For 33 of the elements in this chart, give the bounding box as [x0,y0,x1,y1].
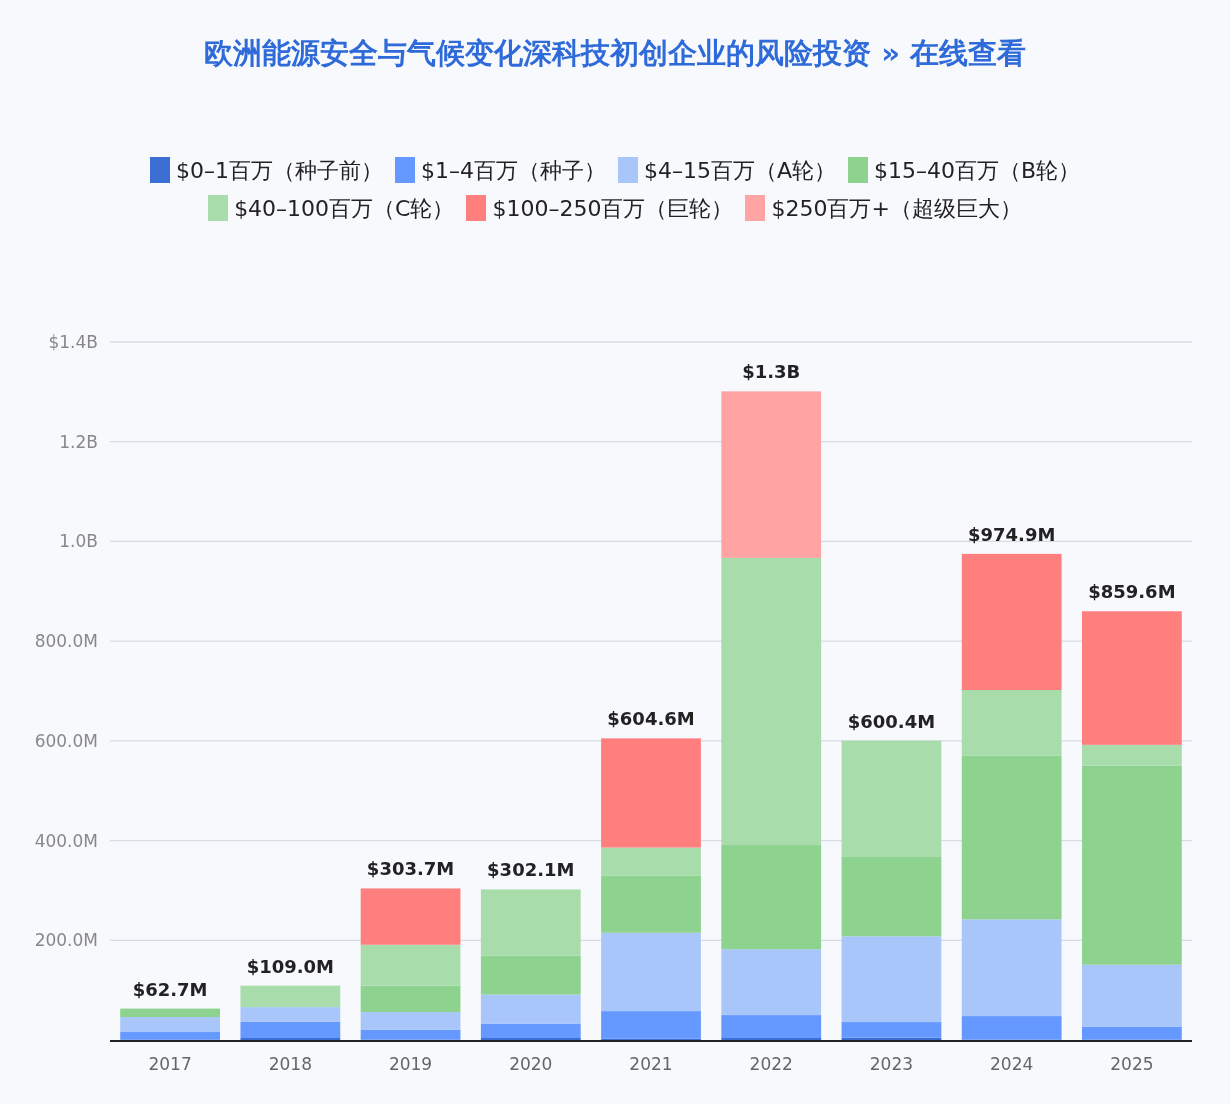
legend-label: $0–1百万（种子前） [175,158,383,183]
x-tick-label: 2023 [869,1054,914,1074]
total-label: $1.3B [742,361,801,383]
y-tick-label: $1.4B [48,332,98,352]
total-label: $109.0M [246,955,335,977]
total-label: $302.1M [487,859,575,881]
legend-label: $1–4百万（种子） [420,158,606,183]
legend-label: $250百万+（超级巨大） [771,196,1022,221]
total-label: $604.6M [607,708,695,730]
y-tick-label: 400.0M [34,830,98,851]
x-tick-label: 2025 [1110,1054,1154,1074]
y-tick-label: 600.0M [34,730,98,751]
total-label: $303.7M [366,858,455,880]
x-tick-label: 2020 [509,1054,553,1074]
legend-label: $100–250百万（巨轮） [492,196,734,221]
y-tick-label: 1.2B [59,431,98,452]
y-tick-label: 200.0M [34,930,98,951]
chart-title: 欧洲能源安全与气候变化深科技初创企业的风险投资 » 在线查看 [203,35,1027,72]
total-label: $62.7M [132,978,208,1000]
total-label: $974.9M [967,523,1056,545]
legend-label: $4–15百万（A轮） [643,158,836,183]
total-label: $600.4M [847,710,936,732]
legend-label: $40–100百万（C轮） [234,196,455,221]
total-label: $859.6M [1088,581,1176,603]
x-tick-label: 2018 [268,1054,312,1074]
x-tick-label: 2017 [148,1054,192,1074]
y-tick-label: 800.0M [34,631,98,652]
legend-label: $15–40百万（B轮） [873,158,1081,183]
x-tick-label: 2021 [629,1054,673,1074]
x-tick-label: 2019 [388,1054,433,1074]
x-tick-label: 2022 [749,1054,793,1074]
y-tick-label: 1.0B [59,531,98,552]
x-tick-label: 2024 [990,1054,1034,1074]
